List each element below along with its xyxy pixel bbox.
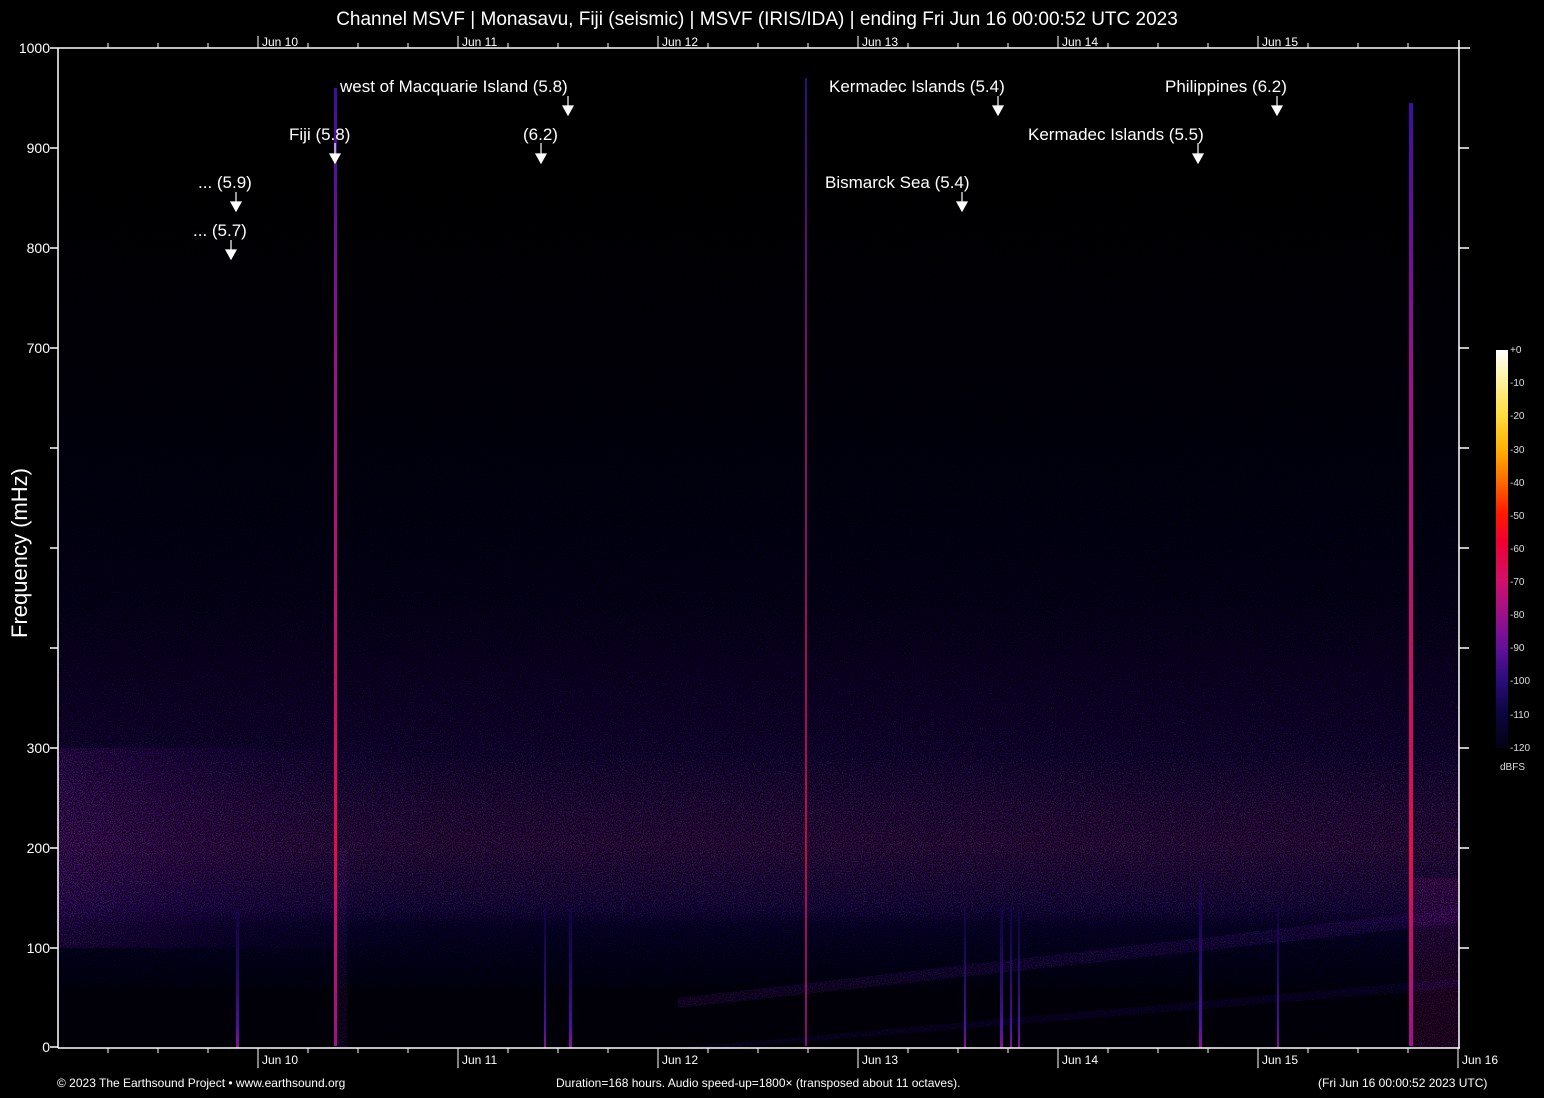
end-time: (Fri Jun 16 00:00:52 2023 UTC) bbox=[1318, 1076, 1488, 1090]
cbar-tick: -50 bbox=[1510, 511, 1525, 522]
top-xtick-jun13: Jun 13 bbox=[862, 35, 899, 49]
cbar-tick: -110 bbox=[1510, 710, 1530, 721]
cbar-tick: -20 bbox=[1510, 411, 1525, 422]
chart-title: Channel MSVF | Monasavu, Fiji (seismic) … bbox=[336, 9, 1178, 30]
annotation-fiji: Fiji (5.8) bbox=[289, 125, 351, 144]
ytick-300: 300 bbox=[26, 740, 50, 756]
annotation-bismarck: Bismarck Sea (5.4) bbox=[825, 173, 970, 192]
colorbar-unit: dBFS bbox=[1500, 762, 1526, 773]
duration-info: Duration=168 hours. Audio speed-up=1800×… bbox=[556, 1076, 961, 1090]
cbar-tick: -120 bbox=[1510, 743, 1531, 754]
spectrogram-plot bbox=[58, 48, 1459, 1048]
ytick-900: 900 bbox=[26, 140, 50, 156]
cbar-tick: -10 bbox=[1510, 378, 1525, 389]
ytick-100: 100 bbox=[26, 940, 50, 956]
top-xtick-jun10: Jun 10 bbox=[262, 35, 299, 49]
cbar-tick: +0 bbox=[1510, 345, 1522, 356]
xtick-jun16: Jun 16 bbox=[1462, 1053, 1499, 1067]
top-xtick-jun12: Jun 12 bbox=[662, 35, 699, 49]
annotation-kermadec-5-5: Kermadec Islands (5.5) bbox=[1028, 125, 1204, 144]
ytick-200: 200 bbox=[26, 840, 50, 856]
cbar-tick: -90 bbox=[1510, 643, 1525, 654]
xtick-jun12: Jun 12 bbox=[662, 1053, 699, 1067]
xtick-jun13: Jun 13 bbox=[862, 1053, 899, 1067]
copyright: © 2023 The Earthsound Project • www.eart… bbox=[57, 1076, 346, 1090]
cbar-tick: -70 bbox=[1510, 577, 1525, 588]
ytick-0: 0 bbox=[42, 1039, 50, 1055]
cbar-tick: -80 bbox=[1510, 610, 1525, 621]
xtick-jun10: Jun 10 bbox=[262, 1053, 299, 1067]
y-axis-label: Frequency (mHz) bbox=[7, 468, 32, 638]
cbar-tick: -30 bbox=[1510, 445, 1525, 456]
annotation-6-2: (6.2) bbox=[523, 125, 558, 144]
ytick-700: 700 bbox=[26, 340, 50, 356]
annotation-kermadec-5-4: Kermadec Islands (5.4) bbox=[829, 77, 1005, 96]
colorbar bbox=[1496, 350, 1508, 748]
annotation-macquarie: west of Macquarie Island (5.8) bbox=[340, 77, 568, 96]
annotation-5-7: ... (5.7) bbox=[193, 221, 247, 240]
ytick-1000: 1000 bbox=[18, 40, 50, 56]
cbar-tick: -60 bbox=[1510, 544, 1525, 555]
xtick-jun15: Jun 15 bbox=[1262, 1053, 1299, 1067]
annotation-5-9: ... (5.9) bbox=[198, 173, 252, 192]
top-xtick-jun15: Jun 15 bbox=[1262, 35, 1299, 49]
top-xtick-jun11: Jun 11 bbox=[462, 35, 498, 49]
top-xtick-jun14: Jun 14 bbox=[1062, 35, 1099, 49]
xtick-jun14: Jun 14 bbox=[1062, 1053, 1099, 1067]
ytick-800: 800 bbox=[26, 240, 50, 256]
annotation-philippines: Philippines (6.2) bbox=[1165, 77, 1287, 96]
cbar-tick: -100 bbox=[1510, 676, 1531, 687]
cbar-tick: -40 bbox=[1510, 478, 1525, 489]
xtick-jun11: Jun 11 bbox=[462, 1053, 498, 1067]
